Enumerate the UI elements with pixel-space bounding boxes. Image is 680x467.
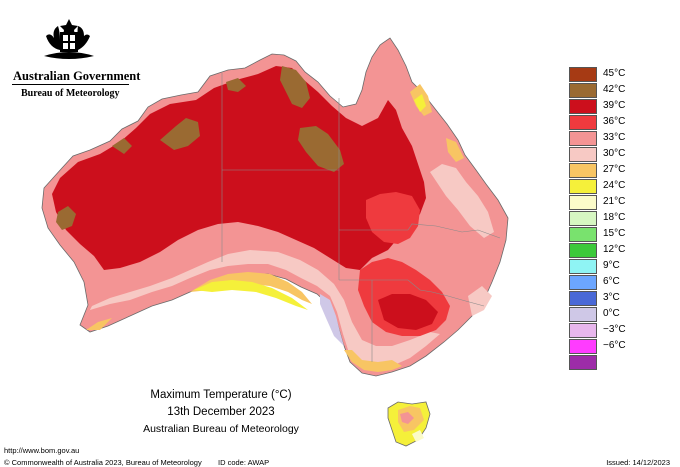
legend-label: 33°C [603,132,626,143]
state-borders [221,73,501,362]
legend-swatch [569,179,597,194]
legend-swatch [569,195,597,210]
legend-swatch [569,291,597,306]
legend-swatch [569,211,597,226]
legend-label: 0°C [603,308,620,319]
australian-government-logo: Australian Government Bureau of Meteorol… [0,8,142,100]
legend-swatch [569,227,597,242]
legend-swatch [569,99,597,114]
id-code: ID code: AWAP [218,458,270,467]
legend-swatch [569,355,597,370]
legend-swatch [569,259,597,274]
legend-swatch [569,275,597,290]
legend-label: 36°C [603,116,626,127]
legend-label: 3°C [603,292,620,303]
legend-swatch [569,163,597,178]
legend-label: 27°C [603,164,626,175]
legend-swatch [569,307,597,322]
bureau-name: Bureau of Meteorology [21,88,120,99]
legend-swatch [569,339,597,354]
legend-swatch [569,115,597,130]
temperature-map [41,37,509,447]
legend-swatch [569,323,597,338]
legend-label: 6°C [603,276,620,287]
legend-label: 12°C [603,244,626,255]
coat-of-arms-icon [44,19,94,59]
legend-label: −6°C [603,340,626,351]
legend-swatch [569,83,597,98]
map-agency: Australian Bureau of Meteorology [143,423,299,435]
map-date: 13th December 2023 [167,406,275,418]
legend-label: 24°C [603,180,626,191]
tasmania [387,401,431,447]
legend-label: 15°C [603,228,626,239]
legend-swatch [569,67,597,82]
legend-label: 9°C [603,260,620,271]
temperature-legend: 45°C 42°C 39°C 36°C 33°C 30°C 27°C 24°C 21°C 18°C… [569,67,639,382]
government-name: Australian Government [13,69,141,83]
legend-swatch [569,243,597,258]
legend-label: 39°C [603,100,626,111]
legend-label: 21°C [603,196,626,207]
legend-label: 42°C [603,84,626,95]
legend-swatch [569,131,597,146]
legend-label: 45°C [603,68,626,79]
legend-label: 18°C [603,212,626,223]
australia-mainland [41,37,509,377]
copyright-text: © Commonwealth of Australia 2023, Bureau… [4,458,202,467]
issued-date: Issued: 14/12/2023 [606,458,670,467]
website-url: http://www.bom.gov.au [4,446,80,455]
legend-label: 30°C [603,148,626,159]
divider [12,84,129,85]
legend-label: −3°C [603,324,626,335]
legend-swatch [569,147,597,162]
map-title: Maximum Temperature (°C) [150,389,292,401]
